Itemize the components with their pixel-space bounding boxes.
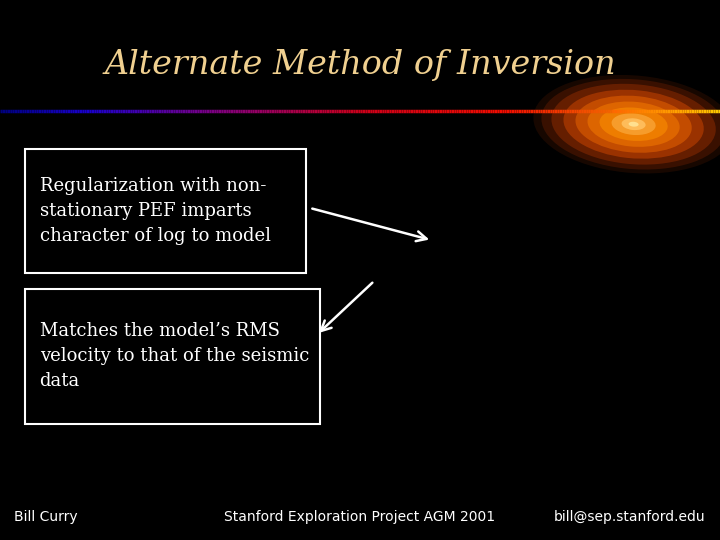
Text: Bill Curry: Bill Curry: [14, 510, 78, 524]
Ellipse shape: [552, 84, 716, 165]
Text: Regularization with non-
stationary PEF imparts
character of log to model: Regularization with non- stationary PEF …: [40, 177, 271, 245]
Ellipse shape: [564, 90, 703, 159]
Text: bill@sep.stanford.edu: bill@sep.stanford.edu: [554, 510, 706, 524]
Ellipse shape: [621, 118, 646, 130]
Ellipse shape: [575, 96, 692, 153]
Text: Matches the model’s RMS
velocity to that of the seismic
data: Matches the model’s RMS velocity to that…: [40, 322, 309, 390]
Ellipse shape: [611, 113, 656, 135]
FancyBboxPatch shape: [25, 148, 306, 273]
Ellipse shape: [534, 75, 720, 173]
Text: Alternate Method of Inversion: Alternate Method of Inversion: [104, 49, 616, 81]
Text: Stanford Exploration Project AGM 2001: Stanford Exploration Project AGM 2001: [225, 510, 495, 524]
Ellipse shape: [588, 102, 680, 147]
Ellipse shape: [600, 107, 667, 141]
FancyBboxPatch shape: [25, 289, 320, 424]
Ellipse shape: [629, 122, 639, 127]
Ellipse shape: [541, 79, 720, 170]
